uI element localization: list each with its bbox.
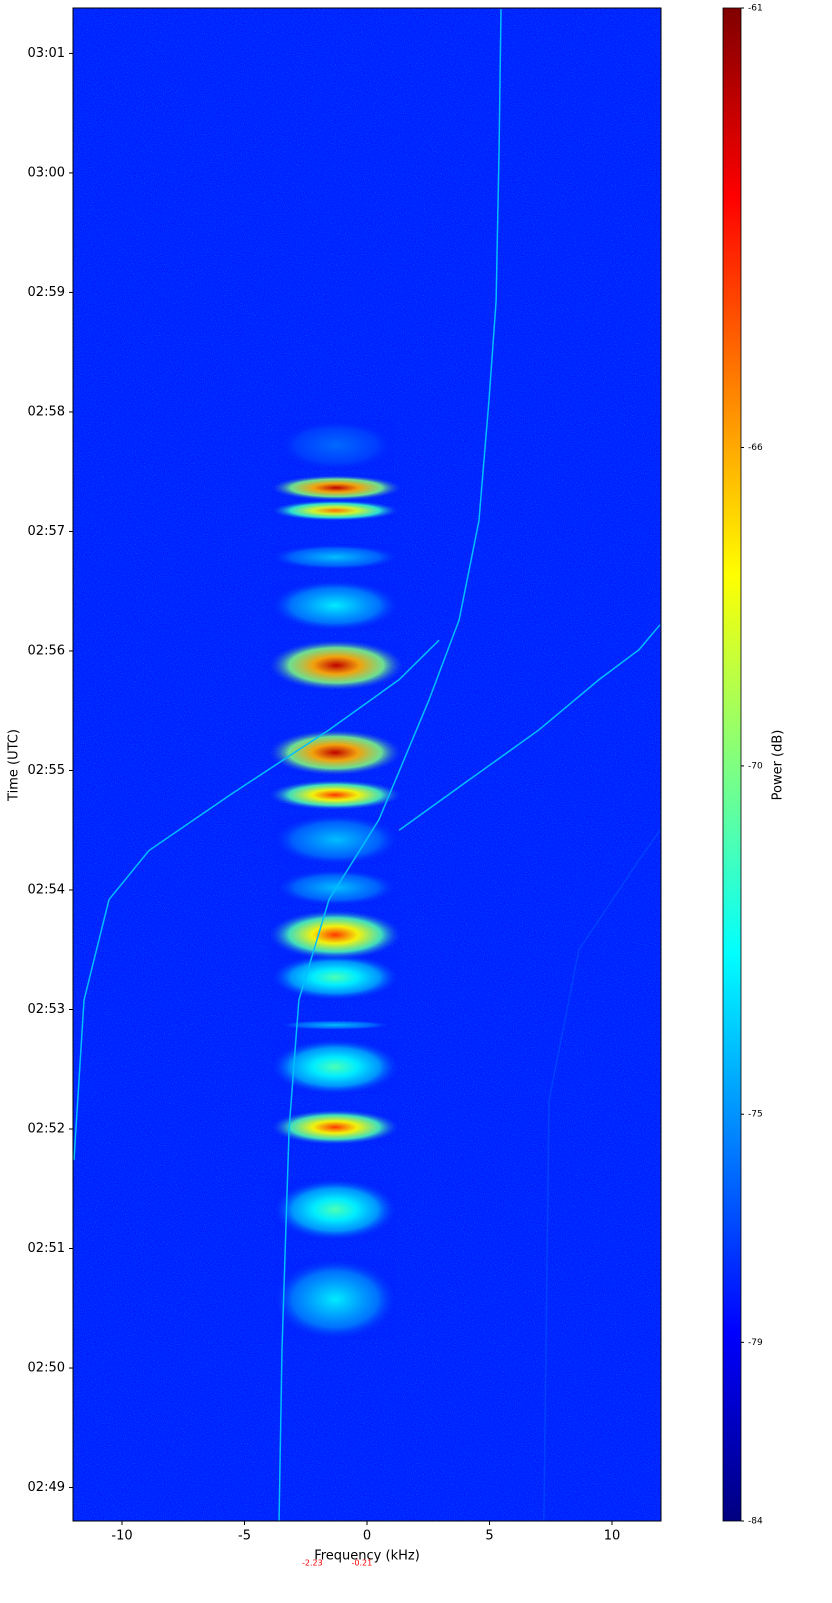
colorbar-tick-label: -61 [748,4,763,14]
y-tick-label: 02:53 [28,1002,65,1017]
doppler-trace [543,829,661,1521]
colorbar-tick-label: -66 [748,443,763,453]
burst [271,500,399,521]
y-axis-label: Time (UTC) [7,729,22,802]
plot-area [73,8,661,1521]
y-tick-label: 02:59 [28,285,65,300]
colorbar-tick-label: -84 [748,1517,763,1527]
freq-marker: -2.23 [302,1559,323,1568]
burst [269,910,402,960]
y-tick-label: 03:00 [28,165,65,180]
burst [271,1039,399,1095]
x-tick-label: 10 [604,1529,621,1544]
doppler-trace [398,624,661,831]
y-tick-label: 03:01 [28,46,65,61]
y-tick-label: 02:49 [28,1480,65,1495]
colorbar-tick-label: -70 [748,761,763,771]
y-tick-label: 02:51 [28,1241,65,1256]
x-tick-label: 0 [363,1529,371,1544]
freq-marker: -0.21 [352,1559,373,1568]
y-tick-label: 02:56 [28,643,65,658]
colorbar-label: Power (dB) [771,730,786,801]
burst [271,954,399,1000]
burst [278,420,394,471]
colorbar [722,7,742,1522]
y-tick-label: 02:55 [28,763,65,778]
y-tick-label: 02:50 [28,1361,65,1376]
y-tick-label: 02:58 [28,404,65,419]
burst [278,1020,392,1030]
burst [273,814,399,865]
colorbar-tick-label: -75 [748,1110,763,1120]
y-tick-label: 02:54 [28,882,65,897]
burst [269,780,402,810]
x-tick-label: -5 [238,1529,251,1544]
burst [271,475,402,501]
doppler-trace [278,9,502,1521]
doppler-trace [73,639,440,1161]
y-tick-label: 02:52 [28,1122,65,1137]
burst [271,1109,399,1145]
x-tick-label: -10 [111,1529,132,1544]
x-tick-label: 5 [485,1529,493,1544]
colorbar-tick-label: -79 [748,1338,763,1348]
burst [271,580,399,631]
burst [273,1179,397,1241]
burst [269,640,404,691]
x-axis-label: Frequency (kHz) [314,1549,420,1564]
burst [273,1259,397,1340]
burst [271,544,399,570]
y-tick-label: 02:57 [28,524,65,539]
burst [269,729,402,776]
